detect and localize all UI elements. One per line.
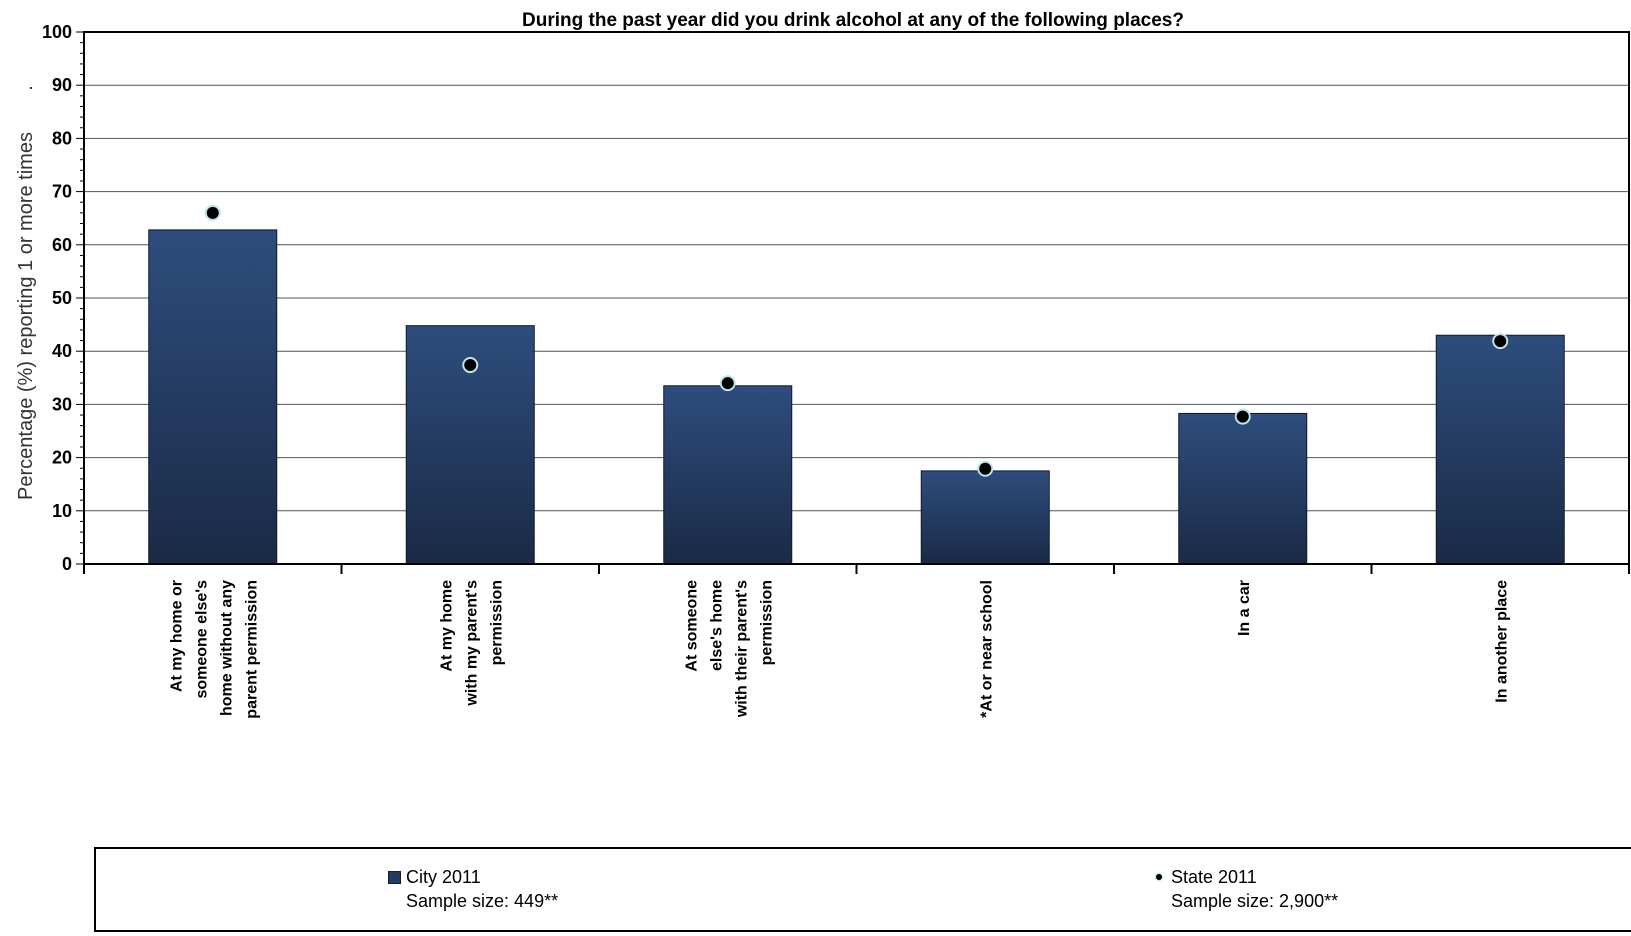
legend-bar-swatch — [388, 871, 401, 884]
x-tick-label: with their parent's — [733, 580, 750, 718]
state-point — [204, 204, 221, 221]
city-bar — [920, 470, 1050, 565]
legend-dot-swatch — [1155, 873, 1163, 881]
x-tick-label: permission — [488, 580, 505, 665]
x-tick-labels: At my home or someone else's home without … — [168, 580, 1510, 719]
legend-sample-state: Sample size: 2,900** — [1171, 891, 1339, 911]
y-tick-label: 90 — [52, 75, 72, 95]
y-tick-label: 40 — [52, 341, 72, 361]
x-tick-label: At someone — [683, 580, 700, 672]
legend-entry-city: City 2011 Sample size: 449** — [388, 865, 558, 913]
legend-sample-city: Sample size: 449** — [406, 891, 559, 911]
gridlines — [84, 31, 1629, 512]
state-point — [719, 375, 736, 392]
legend-label-state: State 2011 — [1171, 867, 1257, 887]
legend: City 2011 Sample size: 449** State 2011 … — [94, 847, 1631, 932]
y-axis-label: Percentage (%) reporting 1 or more times — [15, 132, 37, 500]
chart-title: During the past year did you drink alcoh… — [522, 10, 1184, 31]
x-tick-label: At my home or — [168, 580, 185, 692]
x-tick-label: At my home — [438, 580, 455, 672]
x-tick-label: parent permission — [243, 580, 260, 719]
x-tick-label: In a car — [1236, 580, 1253, 636]
city-bar — [663, 385, 793, 565]
x-tick-label: else's home — [708, 580, 725, 671]
y-tick-label: 60 — [52, 235, 72, 255]
y-tick-label: 10 — [52, 501, 72, 521]
x-tick-label: *At or near school — [978, 580, 995, 718]
city-bar — [1178, 412, 1308, 565]
x-tick-label: home without any — [218, 580, 235, 716]
y-tick-label: 80 — [52, 128, 72, 148]
y-tick-label: 0 — [62, 554, 72, 574]
legend-label-city: City 2011 — [406, 867, 481, 887]
x-tick-label: In another place — [1493, 580, 1510, 703]
bar-chart: During the past year did you drink alcoh… — [15, 10, 1630, 719]
state-point — [1492, 333, 1509, 350]
y-tick-label: 20 — [52, 448, 72, 468]
y-tick-label: 50 — [52, 288, 72, 308]
y-tick-label: 30 — [52, 394, 72, 414]
legend-entry-state: State 2011 Sample size: 2,900** — [1153, 865, 1338, 913]
x-tick-label: permission — [758, 580, 775, 665]
y-tick-label: 100 — [42, 22, 72, 42]
state-point — [462, 357, 479, 374]
state-point — [977, 460, 994, 477]
y-tick-label: 70 — [52, 182, 72, 202]
axes — [76, 31, 1630, 574]
y-tick-labels: 0 10 20 30 40 50 60 70 80 90 100 — [42, 22, 72, 574]
city-bar — [148, 229, 278, 565]
state-points — [204, 204, 1509, 477]
y-axis-label-suffix: . — [15, 85, 37, 91]
city-bars — [148, 229, 1565, 565]
x-tick-label: with my parent's — [463, 580, 480, 707]
state-point — [1234, 408, 1251, 425]
x-tick-label: someone else's — [193, 580, 210, 699]
city-bar — [1435, 334, 1565, 565]
